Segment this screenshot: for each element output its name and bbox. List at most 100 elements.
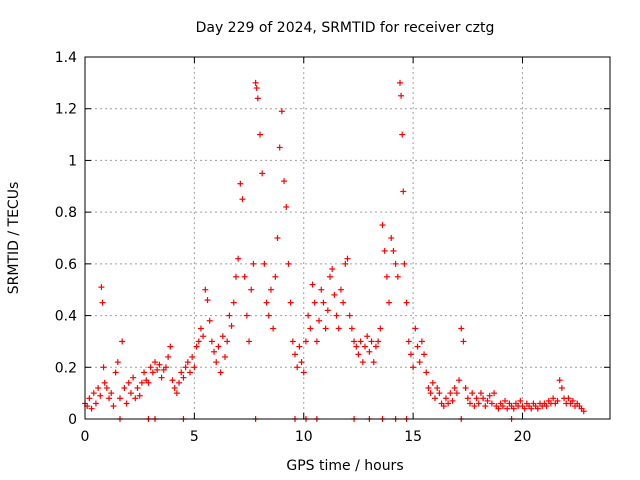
data-point: [228, 322, 235, 329]
data-point: [298, 359, 305, 366]
data-point: [449, 397, 456, 404]
data-point: [300, 369, 307, 376]
data-point: [197, 325, 204, 332]
data-point: [436, 390, 443, 397]
data-point: [418, 338, 425, 345]
data-point: [182, 364, 189, 371]
data-point: [554, 397, 561, 404]
data-point: [152, 359, 158, 366]
y-tick-label: 0.8: [55, 205, 77, 221]
data-point: [202, 286, 209, 293]
data-point: [462, 384, 469, 391]
data-point: [320, 299, 327, 306]
data-point: [154, 366, 161, 373]
x-tick-label: 15: [404, 429, 422, 445]
data-point: [357, 338, 364, 345]
data-point: [134, 384, 141, 391]
axis-ticks: 0 5 10 15 20 0 0.2 0.4 0.6 0.8 1 1.2 1.4: [55, 50, 610, 445]
data-point: [346, 312, 353, 319]
data-point: [473, 395, 480, 402]
data-point: [486, 392, 493, 399]
data-point: [178, 369, 185, 376]
data-point: [112, 369, 119, 376]
data-point: [285, 260, 292, 267]
data-point: [569, 397, 576, 404]
data-point: [355, 351, 362, 358]
data-point: [88, 405, 95, 412]
data-point: [342, 260, 349, 267]
data-point: [292, 351, 298, 358]
data-point: [222, 353, 228, 360]
data-point: [480, 395, 487, 402]
grid-lines: [85, 57, 610, 419]
data-point: [324, 307, 331, 314]
data-point: [432, 395, 438, 402]
data-point: [471, 403, 478, 410]
data-point: [398, 92, 405, 99]
data-point: [366, 348, 373, 355]
data-point: [95, 384, 102, 391]
data-point: [259, 170, 266, 177]
data-point: [97, 392, 104, 399]
data-point: [254, 95, 261, 102]
plot-frame: [84, 56, 611, 420]
data-point: [368, 338, 375, 345]
data-point: [289, 338, 296, 345]
data-point: [287, 299, 294, 306]
data-point: [263, 299, 270, 306]
data-point: [132, 395, 139, 402]
data-point: [477, 390, 484, 397]
data-point: [392, 260, 399, 267]
data-point: [390, 247, 397, 254]
data-point: [502, 397, 508, 404]
data-point: [412, 325, 419, 332]
data-point: [399, 131, 406, 138]
data-point: [381, 247, 388, 254]
data-point: [362, 343, 368, 350]
data-point: [276, 144, 283, 151]
data-points: [82, 79, 587, 422]
data-point: [521, 405, 528, 412]
data-point: [103, 384, 110, 391]
data-point: [213, 359, 220, 366]
data-point: [250, 260, 257, 267]
data-point: [322, 325, 329, 332]
data-point: [253, 85, 260, 92]
data-point: [114, 359, 121, 366]
data-point: [248, 286, 255, 293]
data-point: [484, 397, 491, 404]
data-point: [410, 364, 417, 371]
data-point: [278, 108, 285, 115]
data-point: [265, 312, 272, 319]
data-point: [364, 333, 371, 340]
data-point: [495, 405, 502, 412]
data-point: [423, 369, 430, 376]
data-point: [407, 351, 414, 358]
data-point: [327, 273, 333, 280]
data-point: [482, 403, 489, 410]
y-tick-label: 0: [68, 412, 77, 428]
x-tick-label: 20: [514, 429, 532, 445]
data-point: [313, 338, 320, 345]
data-point: [184, 359, 191, 366]
data-point: [171, 384, 178, 391]
data-point: [351, 338, 358, 345]
data-point: [453, 390, 460, 397]
data-point: [180, 374, 187, 381]
data-point: [337, 286, 344, 293]
data-point: [534, 405, 541, 412]
data-point: [90, 390, 97, 397]
data-point: [125, 379, 132, 386]
data-point: [191, 364, 198, 371]
data-point: [141, 369, 148, 376]
data-point: [464, 395, 471, 402]
data-point: [359, 359, 366, 366]
data-point: [296, 343, 303, 350]
data-point: [108, 390, 115, 397]
data-point: [176, 379, 183, 386]
data-point: [138, 379, 145, 386]
data-point: [305, 312, 312, 319]
data-point: [156, 361, 163, 368]
data-point: [340, 299, 347, 306]
x-tick-label: 0: [81, 429, 90, 445]
